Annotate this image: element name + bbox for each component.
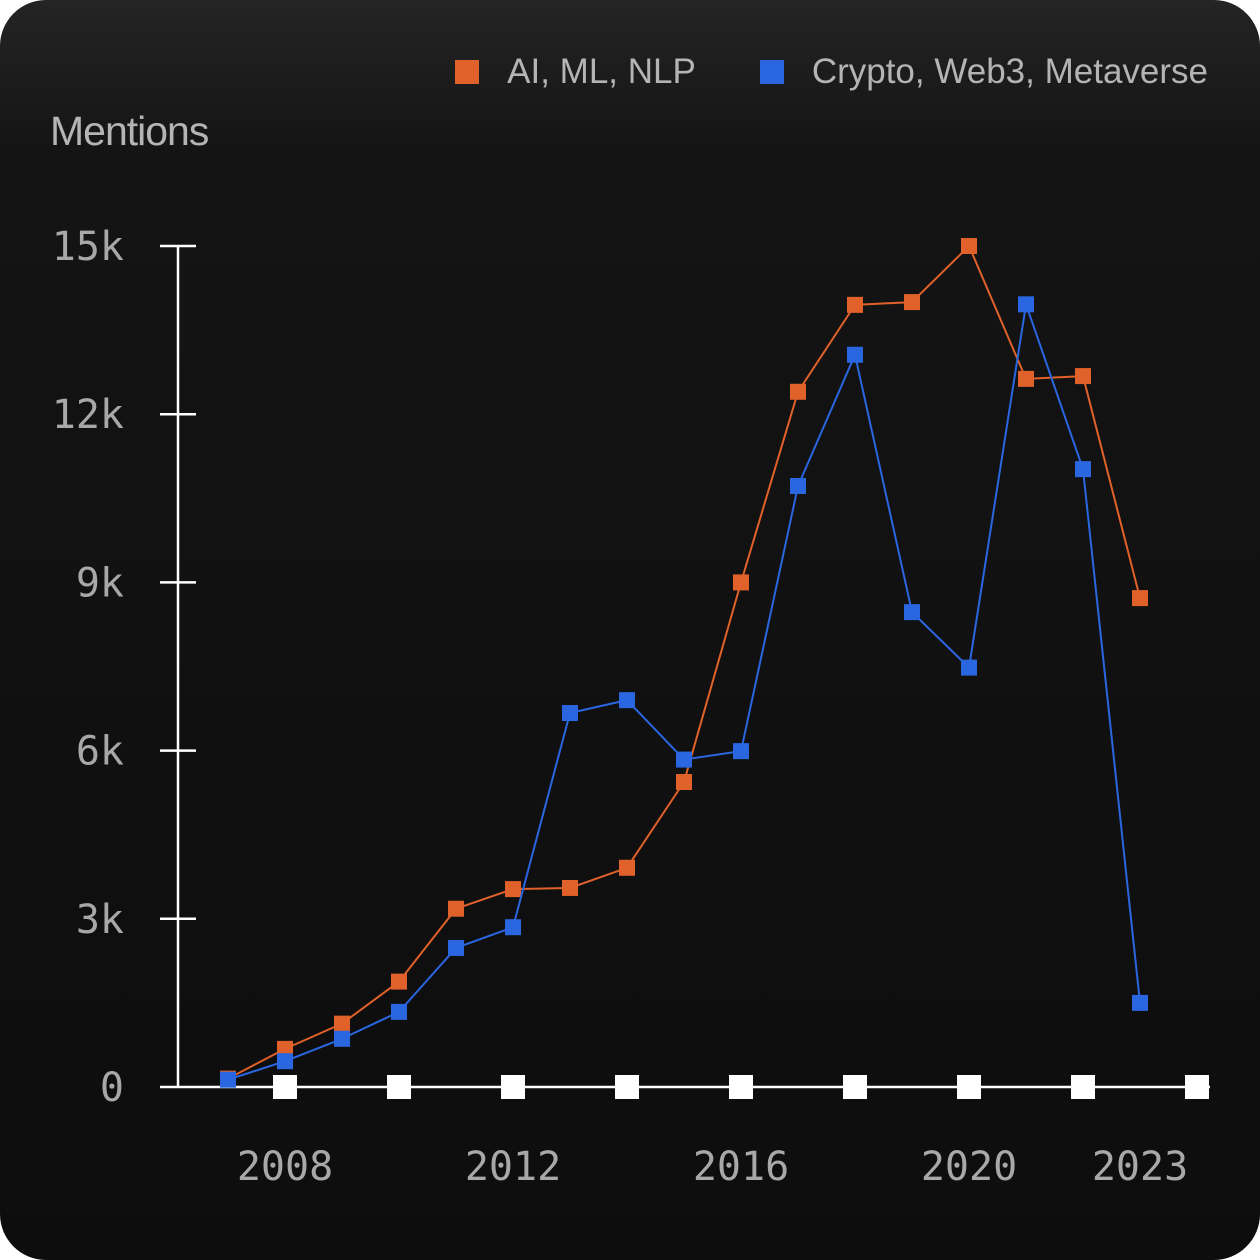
series-1-point-2014 — [619, 692, 635, 709]
series-0-point-2018 — [847, 296, 863, 313]
x-axis-marker-2022 — [1071, 1075, 1095, 1099]
series-1-point-2007 — [220, 1071, 236, 1088]
series-0-point-2010 — [391, 973, 407, 990]
y-tick-label-12k: 12k — [52, 392, 124, 438]
series-1-point-2021 — [1018, 296, 1034, 313]
x-tick-label-2016: 2016 — [693, 1144, 789, 1190]
series-1-point-2015 — [676, 751, 692, 768]
x-tick-label-2012: 2012 — [465, 1144, 561, 1190]
x-axis-marker-2012 — [501, 1075, 525, 1099]
legend-label-ai: AI, ML, NLP — [507, 52, 696, 91]
series-0-point-2008 — [277, 1040, 293, 1057]
series-1-point-2019 — [904, 604, 920, 621]
series-1-point-2013 — [562, 705, 578, 722]
series-1-point-2023 — [1132, 994, 1148, 1011]
y-tick-label-0: 0 — [100, 1065, 124, 1111]
series-0-point-2014 — [619, 859, 635, 876]
series-1-point-2011 — [448, 939, 464, 956]
series-1-point-2012 — [505, 919, 521, 936]
x-axis-marker-2016 — [729, 1075, 753, 1099]
y-tick-label-15k: 15k — [52, 224, 124, 270]
series-0-point-2020 — [961, 238, 977, 254]
legend-swatch-crypto — [759, 60, 784, 84]
series-0-point-2009 — [334, 1015, 350, 1032]
series-0-point-2013 — [562, 879, 578, 896]
x-axis-marker-2024 — [1185, 1075, 1209, 1099]
series-1-point-2018 — [847, 346, 863, 363]
series-line-1 — [227, 303, 1141, 1081]
series-0-point-2019 — [904, 294, 920, 311]
series-1-point-2022 — [1075, 461, 1091, 478]
x-tick-label-2008: 2008 — [237, 1144, 333, 1190]
series-1-point-2017 — [790, 477, 806, 494]
series-0-point-2021 — [1018, 370, 1034, 387]
legend-label-crypto: Crypto, Web3, Metaverse — [811, 52, 1208, 91]
y-axis-label: Mentions — [50, 108, 209, 154]
legend: AI, ML, NLP Crypto, Web3, Metaverse — [391, 52, 1208, 92]
x-axis-marker-2020 — [957, 1075, 981, 1099]
legend-item-ai[interactable]: AI, ML, NLP — [455, 52, 696, 92]
series-0-point-2011 — [448, 900, 464, 917]
x-axis-marker-2018 — [843, 1075, 867, 1099]
series-0-point-2022 — [1075, 368, 1091, 385]
x-axis-marker-2010 — [387, 1075, 411, 1099]
series-0-point-2012 — [505, 881, 521, 898]
series-1-point-2008 — [277, 1053, 293, 1070]
x-tick-label-2023: 2023 — [1092, 1144, 1188, 1190]
legend-item-crypto[interactable]: Crypto, Web3, Metaverse — [759, 52, 1208, 92]
y-tick-label-9k: 9k — [76, 560, 124, 606]
y-tick-label-6k: 6k — [76, 729, 124, 775]
series-0-point-2017 — [790, 383, 806, 400]
y-tick-label-3k: 3k — [76, 897, 124, 943]
series-1-point-2009 — [334, 1030, 350, 1047]
series-0-point-2016 — [733, 574, 749, 591]
x-axis-marker-2014 — [615, 1075, 639, 1099]
series-0-point-2023 — [1132, 590, 1148, 607]
legend-swatch-ai — [455, 60, 480, 84]
x-tick-label-2020: 2020 — [921, 1144, 1017, 1190]
series-1-point-2020 — [961, 659, 977, 676]
series-1-point-2016 — [733, 743, 749, 760]
series-1-point-2010 — [391, 1003, 407, 1020]
series-0-point-2015 — [676, 773, 692, 790]
series-line-0 — [227, 245, 1141, 1080]
x-axis-marker-2008 — [273, 1075, 297, 1099]
